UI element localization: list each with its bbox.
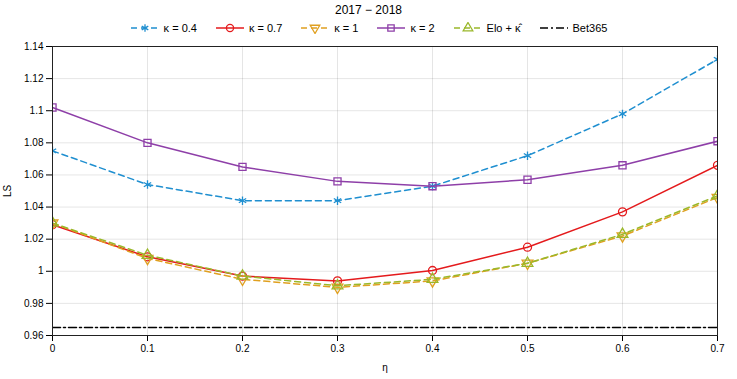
svg-text:0.98: 0.98 — [24, 298, 44, 309]
html-text:κ = 1: κ = 1 — [334, 22, 359, 34]
svg-text:0.5: 0.5 — [521, 343, 535, 354]
svg-text:0.4: 0.4 — [426, 343, 440, 354]
svg-text:1.14: 1.14 — [24, 41, 44, 52]
html-text:Elo + κ̂: Elo + κ̂ — [486, 22, 521, 34]
html-text:Bet365: Bet365 — [572, 22, 608, 34]
svg-text:0: 0 — [50, 343, 56, 354]
svg-text:0.1: 0.1 — [141, 343, 155, 354]
html-text:2017 − 2018: 2017 − 2018 — [335, 3, 402, 17]
svg-text:1.04: 1.04 — [24, 201, 44, 212]
html-text:κ = 2: κ = 2 — [410, 22, 435, 34]
svg-text:0.96: 0.96 — [24, 330, 44, 341]
svg-text:1.1: 1.1 — [30, 105, 44, 116]
svg-text:0.6: 0.6 — [616, 343, 630, 354]
svg-text:0.3: 0.3 — [331, 343, 345, 354]
svg-text:1: 1 — [38, 265, 44, 276]
svg-text:1.02: 1.02 — [24, 233, 44, 244]
html-text:κ = 0.7: κ = 0.7 — [248, 22, 283, 34]
svg-text:1.12: 1.12 — [24, 73, 44, 84]
svg-text:η: η — [382, 362, 388, 373]
svg-text:1.06: 1.06 — [24, 169, 44, 180]
svg-text:0.7: 0.7 — [711, 343, 725, 354]
svg-text:1.08: 1.08 — [24, 137, 44, 148]
svg-text:LS: LS — [2, 185, 13, 198]
html-text:κ = 0.4: κ = 0.4 — [163, 22, 197, 34]
svg-text:0.2: 0.2 — [236, 343, 250, 354]
